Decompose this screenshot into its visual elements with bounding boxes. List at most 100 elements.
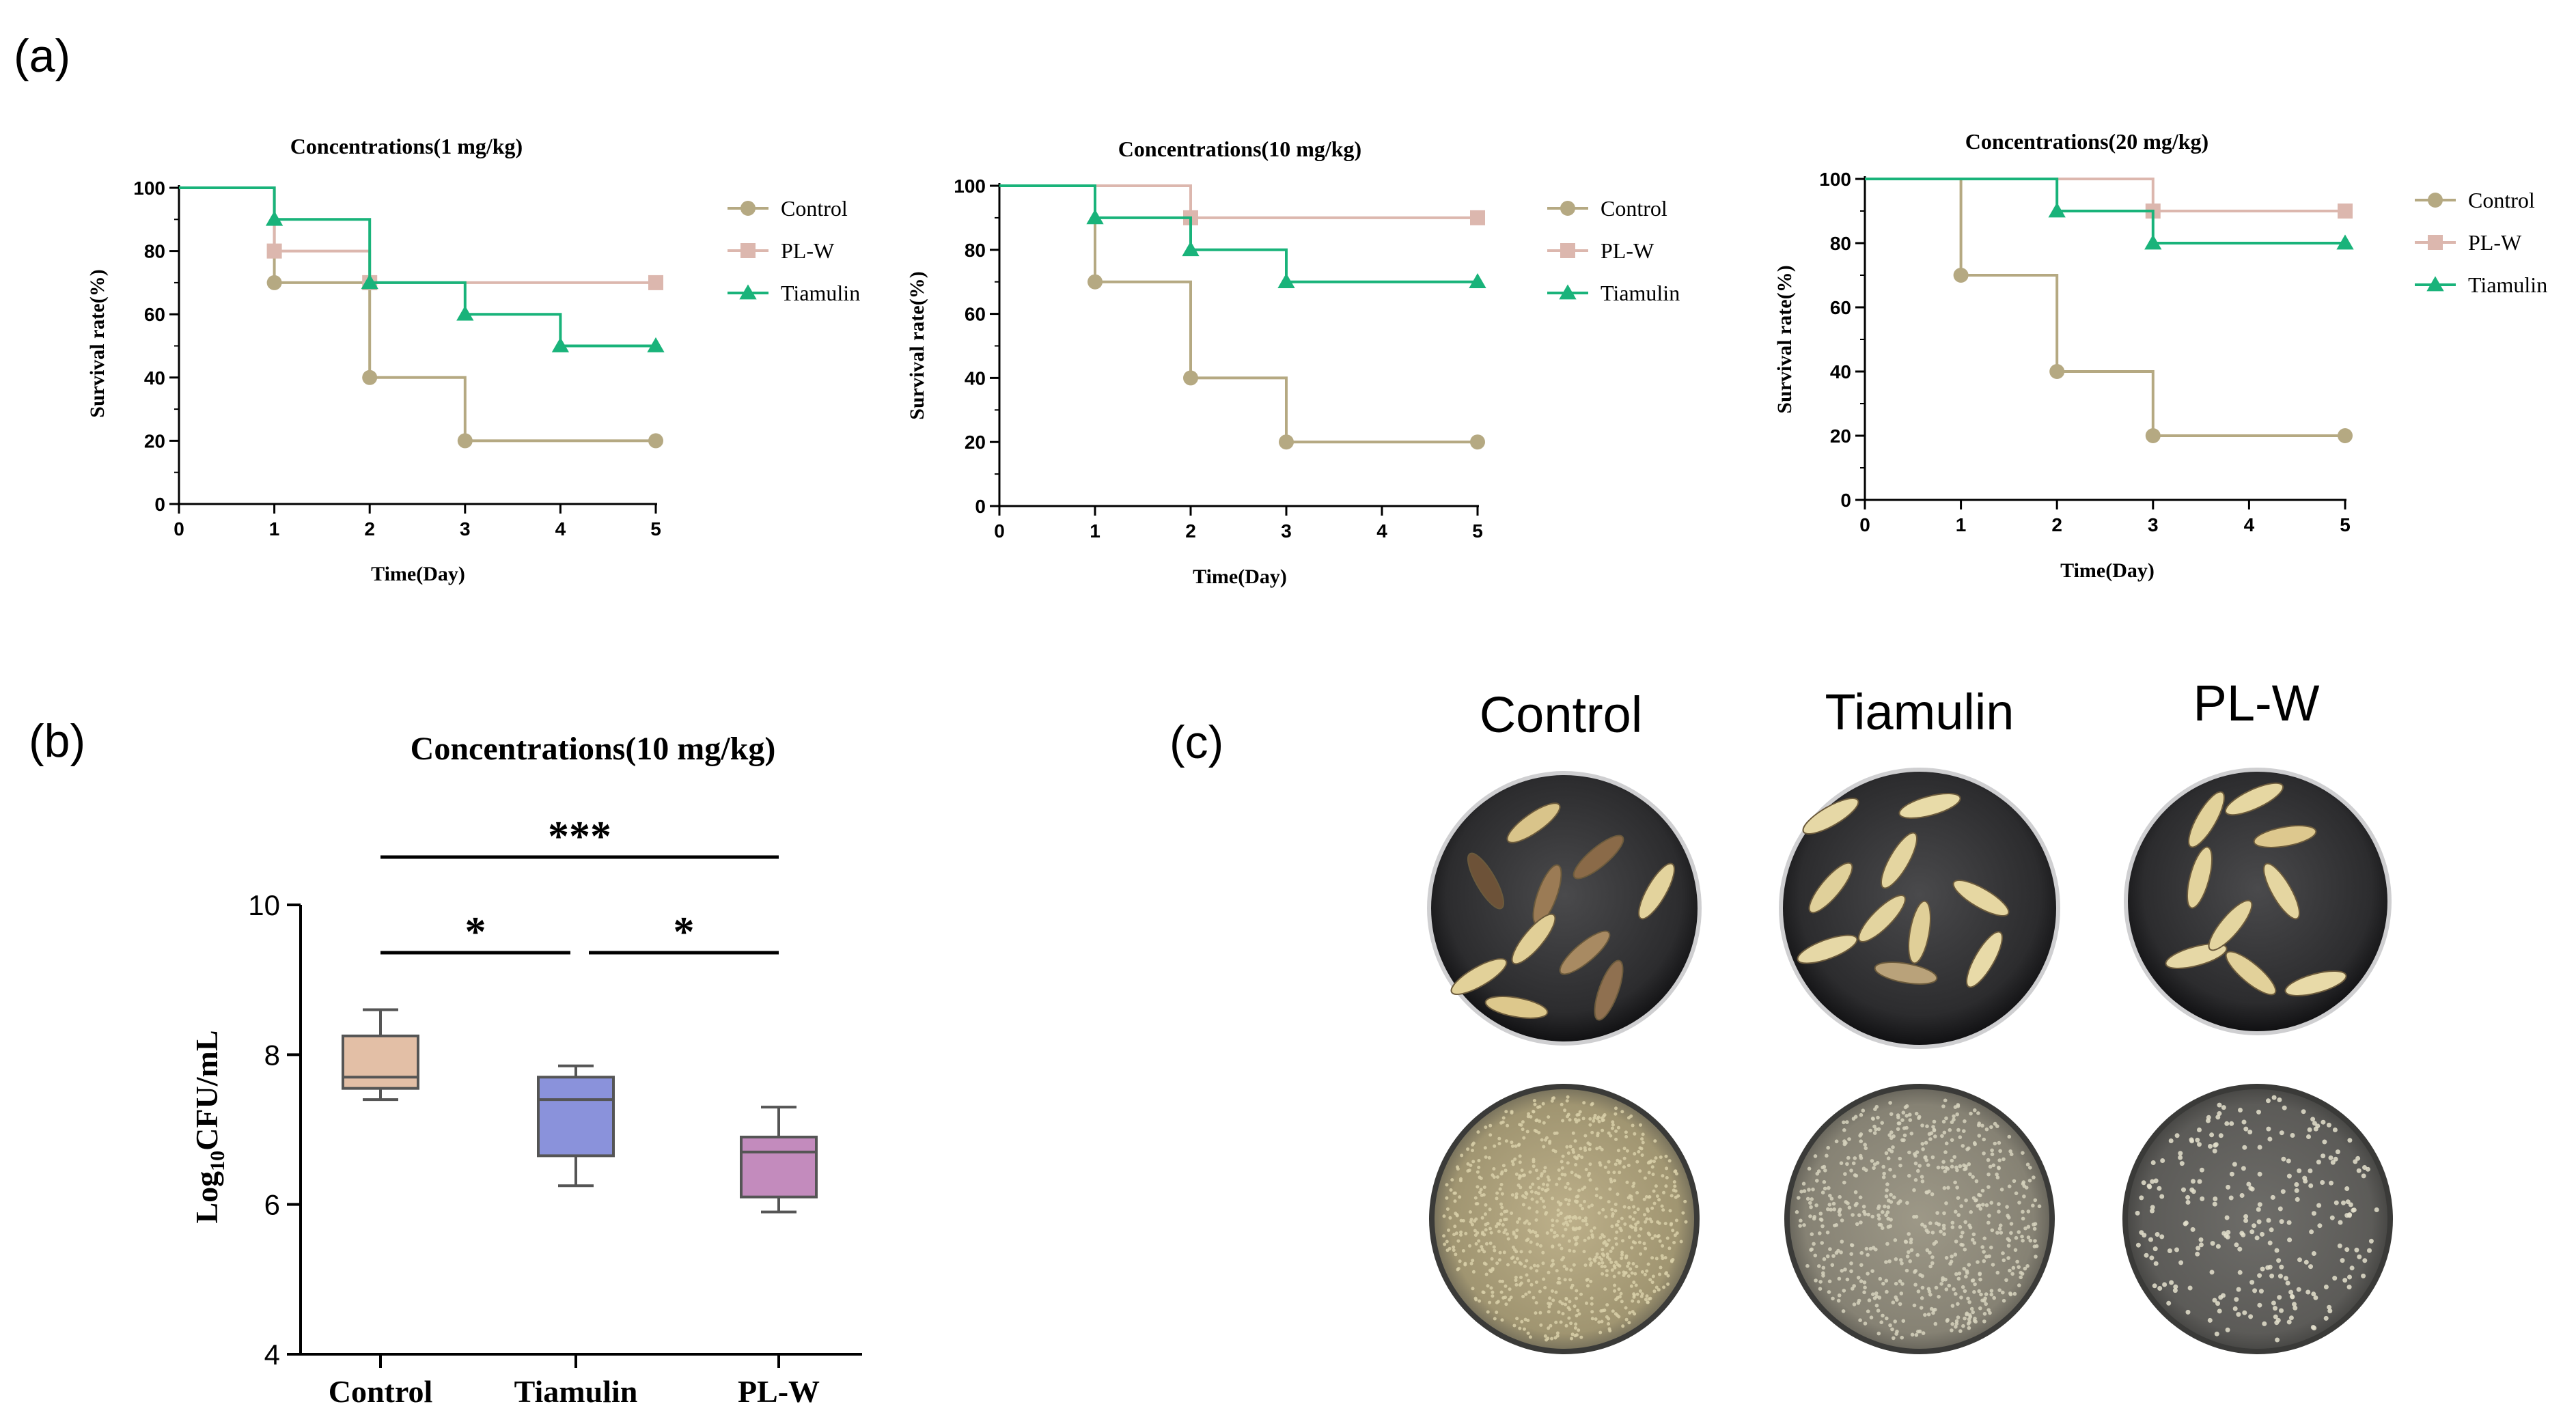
colony [2214,1331,2219,1336]
colony [1973,1108,1977,1112]
colony [2355,1156,2361,1161]
colony [1633,1226,1637,1230]
colony [1530,1197,1534,1201]
colony [2150,1208,2155,1214]
colony [1590,1302,1594,1306]
colony [1482,1193,1486,1197]
colony [2351,1207,2356,1213]
colony [1978,1272,1982,1276]
colony [1527,1290,1532,1294]
colony [1971,1278,1976,1283]
colony [1632,1292,1636,1296]
colony [1917,1329,1922,1334]
colony [2001,1251,2005,1255]
colony [1537,1186,1541,1190]
colony [2017,1201,2021,1205]
colony [2297,1168,2302,1173]
colony [1863,1321,1868,1326]
boxes [342,1008,818,1214]
x-tick-label: 0 [174,518,184,540]
larva [2188,791,2225,848]
colony [1633,1152,1637,1156]
colony [2031,1203,2035,1208]
colony [2252,1223,2257,1229]
colony [1497,1222,1501,1226]
colony [2209,1270,2215,1275]
colony [1502,1250,1506,1255]
colony [1654,1156,1658,1160]
colony [2017,1283,2021,1287]
colony [1455,1213,1459,1217]
colony [1908,1112,1912,1117]
colony [1491,1294,1495,1298]
colony [1447,1228,1450,1232]
colony [1984,1127,1989,1132]
colony [1577,1118,1581,1122]
colony [1474,1242,1478,1246]
colony [1936,1165,1941,1170]
colony [1887,1259,1892,1263]
colony [2286,1319,2292,1325]
larva [1881,832,1917,889]
colony [1889,1218,1893,1222]
colony [1999,1188,2004,1192]
colony [1837,1276,1842,1281]
colony [1811,1187,1815,1192]
colony [1532,1099,1536,1103]
colony [1450,1178,1454,1182]
colony [1620,1257,1624,1260]
plates [1427,768,2393,1354]
legend-marker [2428,235,2443,250]
colony [1894,1332,1898,1336]
colony [1568,1118,1572,1122]
colony [2226,1184,2231,1190]
colony [1885,1242,1889,1246]
colony [1657,1288,1661,1292]
colony [1568,1215,1572,1218]
colony [2267,1136,2273,1142]
colony [1626,1264,1630,1268]
colony [2279,1308,2284,1313]
colony [1542,1169,1547,1173]
colony [1665,1271,1668,1275]
cfu-box-chart: Concentrations(10 mg/kg) Log10CFU/mL 468… [189,731,862,1409]
colony [1559,1202,1563,1205]
colony [1872,1296,1877,1300]
colony [1920,1285,1925,1290]
colony [1525,1259,1529,1263]
larva [1952,880,2010,916]
colony [1568,1219,1573,1223]
dish-base [1431,775,1698,1041]
colony [1963,1316,1967,1321]
colony [1531,1182,1535,1186]
colony [1643,1176,1647,1180]
colony [1664,1154,1668,1158]
colony [1921,1147,1925,1151]
colony [1896,1201,1900,1205]
colony [1578,1110,1582,1114]
colony [1583,1263,1588,1268]
survival-chart-10mgkg: Concentrations(10 mg/kg) Time(Day) Survi… [906,137,1680,588]
colony [2288,1315,2294,1321]
colony [1957,1271,1962,1276]
colony [1538,1119,1542,1123]
colony [2295,1196,2300,1202]
y-tick-label: 40 [144,367,165,389]
box-plw [740,1106,818,1214]
colony [1820,1241,1824,1245]
colony [1658,1272,1661,1276]
colony [1569,1286,1573,1289]
colony [1518,1261,1522,1265]
colony [1876,1115,1880,1120]
colony [1484,1155,1488,1159]
colony [1884,1260,1888,1264]
colony [1874,1303,1879,1308]
colony [1452,1191,1456,1195]
colony [1518,1160,1522,1164]
colony [2010,1272,2014,1276]
colony [1956,1302,1960,1306]
colony [1982,1319,1986,1324]
colony [2210,1241,2215,1246]
data-point-tiamulin [551,337,570,352]
colony [2017,1265,2021,1270]
